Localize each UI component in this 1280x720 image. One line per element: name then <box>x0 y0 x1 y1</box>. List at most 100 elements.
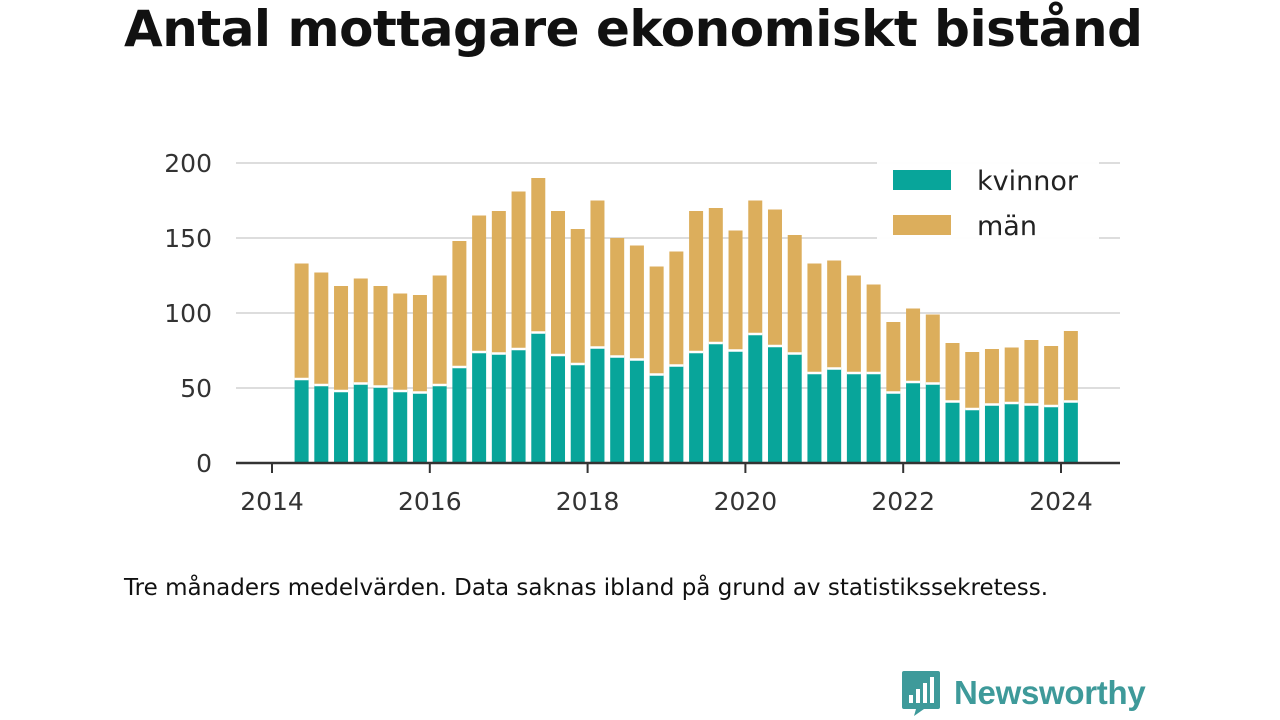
bar-man <box>984 349 999 405</box>
bar-kvinnor <box>689 352 704 463</box>
bar-man <box>728 230 743 351</box>
bar-kvinnor <box>531 332 546 463</box>
bar-man <box>393 293 408 391</box>
bar-kvinnor <box>491 353 506 463</box>
bar-kvinnor <box>1063 401 1078 463</box>
bar-man <box>1024 340 1039 405</box>
x-tick-label: 2024 <box>1029 487 1093 516</box>
bar-man <box>294 263 309 379</box>
bar-kvinnor <box>1044 406 1059 463</box>
y-tick-label: 50 <box>180 374 212 403</box>
bar-kvinnor <box>906 382 921 463</box>
x-tick-label: 2022 <box>871 487 935 516</box>
chart-title: Antal mottagare ekonomiskt bistånd <box>124 0 1143 58</box>
bar-kvinnor <box>314 385 329 463</box>
bar-kvinnor <box>886 392 901 463</box>
bar-kvinnor <box>708 343 723 463</box>
bar-kvinnor <box>393 391 408 463</box>
bar-kvinnor <box>511 349 526 463</box>
bar-man <box>570 229 585 364</box>
bar-kvinnor <box>767 346 782 463</box>
bar-man <box>452 241 467 367</box>
bar-man <box>491 211 506 354</box>
axes: 0 50 100 150 200 2014 2016 2018 2020 2022 2024 <box>164 149 1120 516</box>
bar-kvinnor <box>846 373 861 463</box>
bar-kvinnor <box>1024 404 1039 463</box>
bar-man <box>886 322 901 393</box>
bar-man <box>649 266 664 375</box>
bar-man <box>531 178 546 333</box>
legend-swatch <box>893 170 951 190</box>
legend-swatch <box>893 215 951 235</box>
bar-man <box>412 295 427 393</box>
x-tick-label: 2018 <box>556 487 620 516</box>
bars <box>294 178 1078 463</box>
bar-kvinnor <box>945 401 960 463</box>
legend: kvinnor män <box>877 158 1099 242</box>
bar-kvinnor <box>629 359 644 463</box>
bar-man <box>846 275 861 373</box>
bar-man <box>669 251 684 366</box>
bar-kvinnor <box>373 386 388 463</box>
bar-kvinnor <box>472 352 487 463</box>
bar-man <box>314 272 329 385</box>
bar-man <box>787 235 802 354</box>
x-tick-label: 2016 <box>398 487 462 516</box>
x-tick-label: 2020 <box>714 487 778 516</box>
bar-man <box>590 200 605 348</box>
bar-kvinnor <box>452 367 467 463</box>
bar-man <box>373 286 388 387</box>
bar-man <box>708 208 723 343</box>
bar-kvinnor <box>610 356 625 463</box>
bar-kvinnor <box>748 334 763 463</box>
bar-man <box>827 260 842 369</box>
brand-name: Newsworthy <box>954 674 1146 711</box>
bar-man <box>472 215 487 352</box>
bar-kvinnor <box>432 385 447 463</box>
bar-man <box>1004 347 1019 403</box>
bar-man <box>1063 331 1078 402</box>
bar-man <box>748 200 763 334</box>
bar-man <box>925 314 940 384</box>
bar-man <box>511 191 526 349</box>
bar-kvinnor <box>334 391 349 463</box>
legend-label: kvinnor <box>977 166 1079 197</box>
brand: Newsworthy <box>900 668 1146 718</box>
x-tick-label: 2014 <box>240 487 304 516</box>
bar-man <box>1044 346 1059 406</box>
bar-man <box>965 352 980 409</box>
bar-man <box>807 263 822 373</box>
newsworthy-logo-icon <box>902 671 940 716</box>
bar-kvinnor <box>669 365 684 463</box>
bar-kvinnor <box>807 373 822 463</box>
y-tick-label: 200 <box>164 149 212 178</box>
bar-kvinnor <box>728 350 743 463</box>
y-tick-label: 150 <box>164 224 212 253</box>
bar-man <box>906 308 921 382</box>
bar-kvinnor <box>787 353 802 463</box>
bar-kvinnor <box>570 364 585 463</box>
bar-chart: 0 50 100 150 200 2014 2016 2018 2020 2022 2024 kvi… <box>164 149 1120 516</box>
bar-kvinnor <box>925 383 940 463</box>
bar-man <box>353 278 368 384</box>
bar-man <box>689 211 704 352</box>
bar-kvinnor <box>1004 403 1019 463</box>
bar-man <box>945 343 960 402</box>
bar-man <box>767 209 782 346</box>
bar-man <box>551 211 566 355</box>
bar-kvinnor <box>412 392 427 463</box>
bar-man <box>610 238 625 357</box>
legend-label: män <box>977 211 1037 242</box>
bar-kvinnor <box>827 368 842 463</box>
bar-kvinnor <box>965 409 980 463</box>
bar-kvinnor <box>649 374 664 463</box>
y-tick-label: 100 <box>164 299 212 328</box>
bar-kvinnor <box>984 404 999 463</box>
bar-kvinnor <box>353 383 368 463</box>
bar-kvinnor <box>866 373 881 463</box>
y-tick-label: 0 <box>196 449 212 478</box>
bar-man <box>866 284 881 373</box>
bar-man <box>334 286 349 391</box>
bar-kvinnor <box>551 355 566 463</box>
bar-kvinnor <box>590 347 605 463</box>
